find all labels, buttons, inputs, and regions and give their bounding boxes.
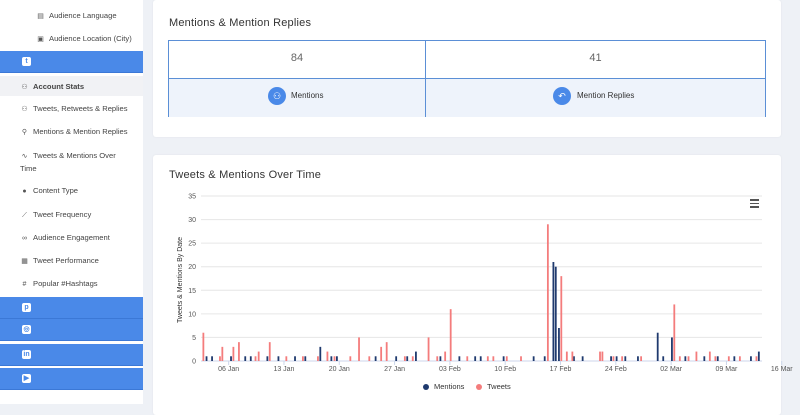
legend-item-mentions[interactable]: Mentions	[423, 382, 464, 391]
sidebar-network-pinterest[interactable]: p	[0, 297, 143, 319]
sidebar-item-label: Tweets, Retweets & Replies	[33, 104, 128, 113]
legend-label: Tweets	[487, 382, 511, 391]
sidebar-network-instagram[interactable]: ◎	[0, 319, 143, 341]
sidebar-item-label: Tweet Performance	[33, 256, 99, 265]
sidebar-item-tweets-mentions-over-time[interactable]: ∿ Tweets & Mentions Over	[20, 151, 143, 160]
sidebar-item-audience-location[interactable]: ▣ Audience Location (City)	[36, 34, 143, 43]
language-icon: ▤	[37, 13, 44, 20]
chart-title: Tweets & Mentions Over Time	[169, 169, 322, 181]
users-icon: ⚇	[21, 84, 28, 91]
mentions-legend-dot	[423, 383, 429, 390]
hamburger-icon[interactable]	[750, 199, 759, 210]
mentions-label-row: ⚇ Mentions	[169, 78, 425, 117]
sidebar-item-audience-language[interactable]: ▤ Audience Language	[36, 11, 143, 20]
line-chart-icon: ⟋	[22, 212, 27, 219]
mentions-stat: 84 ⚇ Mentions	[169, 41, 426, 117]
sidebar-item-label: Account Stats	[33, 82, 85, 91]
mention-replies-label-row: ↶ Mention Replies	[426, 78, 765, 117]
chart-card: Tweets & Mentions Over Time	[153, 155, 781, 415]
legend-label: Mentions	[434, 382, 465, 391]
sidebar-item-label: Audience Language	[49, 11, 117, 20]
sidebar-item-label: Audience Location (City)	[49, 34, 132, 43]
info-icon: ●	[22, 188, 27, 195]
sidebar-item-audience-engagement[interactable]: ∞ Audience Engagement	[20, 233, 143, 242]
sidebar-item-label: Tweet Frequency	[33, 210, 92, 219]
sidebar: ▤ Audience Language ▣ Audience Location (C…	[0, 0, 143, 404]
sidebar-item-label: Audience Engagement	[33, 233, 110, 242]
sidebar-item-content-type[interactable]: ● Content Type	[20, 186, 143, 195]
hashtag-icon: #	[22, 281, 27, 288]
mention-replies-value: 41	[589, 52, 602, 64]
user-reply-icon: ⚇	[21, 106, 28, 113]
mention-replies-label: Mention Replies	[577, 91, 635, 100]
mention-replies-stat: 41 ↶ Mention Replies	[426, 41, 765, 117]
legend-item-tweets[interactable]: Tweets	[476, 382, 511, 391]
location-icon: ▣	[37, 36, 44, 43]
instagram-icon: ◎	[22, 325, 31, 334]
sidebar-item-tweet-performance[interactable]: ▦ Tweet Performance	[20, 256, 143, 265]
reply-icon: ↶	[553, 87, 571, 105]
twitter-icon: t	[22, 57, 31, 66]
sidebar-item-tweet-frequency[interactable]: ⟋ Tweet Frequency	[20, 210, 143, 220]
sidebar-network-twitter[interactable]: t	[0, 51, 143, 73]
sidebar-network-youtube[interactable]: ▶	[0, 368, 143, 390]
youtube-icon: ▶	[22, 374, 31, 383]
sidebar-item-label: Tweets & Mentions Over	[33, 151, 116, 160]
sidebar-item-label-continued: Time	[20, 164, 37, 173]
sidebar-network-linkedin[interactable]: in	[0, 344, 143, 366]
tweets-legend-dot	[476, 383, 482, 390]
users-icon: ⚇	[268, 87, 286, 105]
card-title: Mentions & Mention Replies	[169, 17, 312, 29]
mentions-value: 84	[290, 52, 304, 64]
performance-icon: ▦	[21, 258, 28, 265]
handshake-icon: ∞	[22, 235, 27, 242]
sidebar-item-mentions-replies[interactable]: ⚲ Mentions & Mention Replies	[20, 127, 143, 136]
trend-icon: ∿	[21, 153, 28, 160]
sidebar-item-popular-hashtags[interactable]: # Popular #Hashtags	[20, 279, 143, 288]
pinterest-icon: p	[22, 303, 31, 312]
sidebar-item-account-stats[interactable]: ⚇ Account Stats	[0, 76, 143, 96]
sidebar-item-label: Content Type	[33, 186, 79, 195]
mentions-label: Mentions	[291, 91, 324, 100]
mentions-icon: ⚲	[21, 129, 28, 136]
linkedin-icon: in	[22, 350, 31, 359]
sidebar-item-label: Popular #Hashtags	[33, 279, 98, 288]
mentions-stat-box: 84 ⚇ Mentions 41 ↶ Mention Replies	[168, 40, 766, 117]
sidebar-item-label: Mentions & Mention Replies	[33, 127, 128, 136]
sidebar-item-tweets-retweets-replies[interactable]: ⚇ Tweets, Retweets & Replies	[20, 104, 143, 113]
